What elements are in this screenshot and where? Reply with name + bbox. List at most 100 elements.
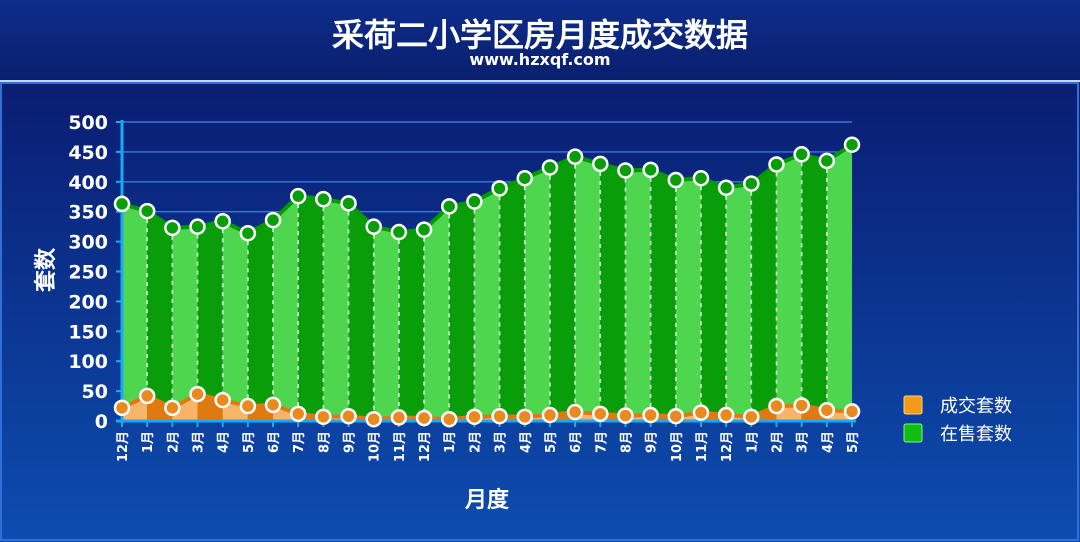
listings-area-segment bbox=[398, 229, 425, 421]
listings-point bbox=[717, 179, 735, 197]
deals-point bbox=[415, 409, 433, 427]
listings-point bbox=[289, 187, 307, 205]
listings-area-segment bbox=[600, 163, 626, 422]
deals-point bbox=[390, 409, 408, 426]
listings-area-segment bbox=[776, 154, 802, 421]
x-tick-label: 5月 bbox=[544, 431, 559, 453]
listings-area-segment bbox=[524, 167, 550, 421]
listings-area-segment bbox=[575, 156, 601, 421]
listings-area-segment bbox=[247, 220, 274, 421]
x-axis-title: 月度 bbox=[464, 487, 510, 513]
legend-label-deals: 成交套数 bbox=[940, 396, 1012, 417]
deals-point bbox=[113, 399, 131, 417]
y-tick-label: 50 bbox=[82, 381, 108, 403]
x-tick-label: 4月 bbox=[217, 431, 232, 453]
deals-point bbox=[466, 408, 483, 426]
listings-area-segment bbox=[424, 206, 450, 421]
x-tick-label: 10月 bbox=[368, 431, 383, 462]
axis-layer bbox=[116, 120, 856, 427]
listings-area-segment bbox=[449, 201, 475, 421]
listings-point bbox=[743, 175, 760, 192]
listings-point bbox=[818, 152, 836, 170]
deals-point bbox=[566, 403, 584, 421]
listings-point bbox=[516, 169, 534, 187]
x-tick-label: 3月 bbox=[192, 431, 207, 453]
x-tick-label: 7月 bbox=[292, 431, 307, 453]
x-tick-label: 11月 bbox=[393, 431, 408, 462]
deals-point bbox=[667, 407, 685, 425]
deals-point bbox=[440, 410, 458, 428]
listings-point bbox=[164, 219, 181, 237]
deals-point bbox=[818, 401, 836, 419]
listings-area-segment bbox=[826, 144, 852, 421]
y-tick-label: 100 bbox=[68, 351, 108, 373]
listings-area-segment bbox=[172, 226, 198, 421]
listings-point bbox=[264, 211, 282, 229]
listings-point bbox=[541, 159, 559, 176]
x-tick-label: 12月 bbox=[116, 431, 131, 462]
x-tick-label: 4月 bbox=[821, 431, 836, 453]
deals-area-segment bbox=[172, 394, 198, 421]
listings-point bbox=[315, 190, 332, 208]
y-tick-label: 500 bbox=[68, 112, 108, 134]
deals-point bbox=[692, 404, 710, 421]
x-tick-label: 5月 bbox=[846, 431, 861, 453]
y-tick-label: 0 bbox=[95, 411, 108, 433]
listings-point bbox=[390, 223, 408, 241]
x-tick-label: 12月 bbox=[418, 431, 433, 462]
deals-point bbox=[642, 406, 659, 424]
y-tick-label: 250 bbox=[68, 262, 108, 284]
deals-point bbox=[491, 407, 508, 425]
listings-point bbox=[667, 171, 685, 189]
listings-point bbox=[642, 161, 659, 179]
listings-area-segment bbox=[549, 156, 576, 421]
deals-point bbox=[289, 405, 307, 423]
area-layer bbox=[121, 143, 854, 422]
listings-point bbox=[566, 148, 584, 165]
x-tick-label: 2月 bbox=[770, 431, 785, 453]
deals-area-segment bbox=[122, 395, 148, 421]
listings-area-segment bbox=[625, 169, 651, 421]
listings-point bbox=[491, 180, 508, 197]
listings-area-segment bbox=[122, 203, 148, 421]
listings-area-segment bbox=[323, 199, 349, 421]
chart-title: 采荷二小学区房月度成交数据 bbox=[331, 16, 748, 54]
y-tick-label: 150 bbox=[68, 321, 108, 343]
deals-point bbox=[516, 408, 534, 426]
x-tick-label: 3月 bbox=[796, 431, 811, 453]
marker-layer bbox=[113, 136, 861, 428]
deals-point bbox=[164, 399, 181, 417]
x-tick-label: 1月 bbox=[745, 431, 760, 453]
legend: 成交套数 在售套数 bbox=[903, 395, 1012, 445]
chart-header: 采荷二小学区房月度成交数据 www.hzxqf.com bbox=[0, 0, 1080, 82]
listings-area-segment bbox=[197, 221, 223, 421]
x-tick-label: 10月 bbox=[670, 431, 685, 462]
y-tick-label: 300 bbox=[68, 232, 108, 254]
deals-point bbox=[717, 406, 735, 424]
listings-point bbox=[592, 155, 609, 173]
listings-point bbox=[113, 195, 131, 213]
listings-point bbox=[365, 218, 382, 235]
listings-area-segment bbox=[499, 178, 525, 421]
x-tick-label: 9月 bbox=[645, 431, 660, 453]
x-tick-label: 1月 bbox=[141, 431, 156, 453]
x-tick-label: 2月 bbox=[166, 431, 181, 453]
listings-point bbox=[189, 218, 206, 235]
deals-point bbox=[743, 408, 760, 426]
y-tick-label: 450 bbox=[68, 142, 108, 164]
listings-area-segment bbox=[222, 221, 248, 421]
x-tick-label: 11月 bbox=[695, 431, 710, 462]
listings-area-segment bbox=[348, 203, 374, 421]
x-tick-label: 8月 bbox=[619, 431, 634, 453]
deals-point bbox=[541, 406, 559, 424]
x-tick-label: 1月 bbox=[443, 431, 458, 453]
deals-point bbox=[138, 387, 156, 405]
deals-point bbox=[189, 385, 206, 403]
listings-area-segment bbox=[373, 226, 399, 421]
listings-area-segment bbox=[650, 169, 676, 421]
listings-point bbox=[692, 169, 710, 187]
listings-area-segment bbox=[474, 188, 500, 421]
legend-swatch-deals bbox=[903, 395, 923, 415]
deals-point bbox=[793, 397, 810, 414]
